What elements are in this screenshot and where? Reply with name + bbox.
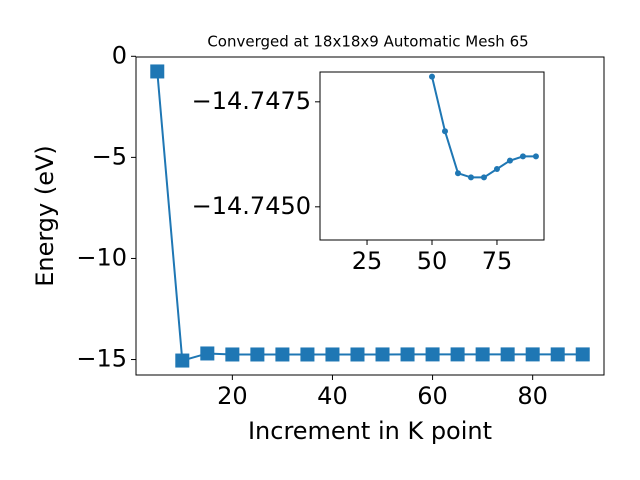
x-tick-label: 20 [217, 382, 248, 410]
marker [350, 347, 365, 362]
y-tick-label: −14.7450 [192, 192, 311, 220]
marker [454, 170, 461, 177]
marker [480, 174, 487, 181]
marker [519, 153, 526, 160]
marker [200, 346, 215, 361]
y-tick-label: −15 [76, 345, 127, 373]
marker [175, 353, 190, 368]
plot-area [429, 73, 539, 181]
marker [500, 347, 515, 362]
marker [467, 174, 474, 181]
x-tick-label: 80 [517, 382, 548, 410]
y-tick-label: 0 [112, 41, 127, 69]
marker [532, 153, 539, 160]
marker [450, 347, 465, 362]
x-tick-label: 50 [417, 247, 448, 275]
y-tick-label: −10 [76, 243, 127, 271]
marker [400, 347, 415, 362]
chart-title: Converged at 18x18x9 Automatic Mesh 65 [207, 33, 528, 51]
inset-axes: 25 50 75 −14.7475 −14.7450 [192, 71, 545, 275]
marker [275, 347, 290, 362]
marker [150, 64, 165, 79]
marker [506, 157, 513, 164]
marker [300, 347, 315, 362]
marker [425, 347, 440, 362]
x-tick-label: 25 [352, 247, 383, 275]
marker [441, 128, 448, 135]
marker [525, 347, 540, 362]
marker [325, 347, 340, 362]
x-tick-label: 40 [317, 382, 348, 410]
marker [250, 347, 265, 362]
plot-area [150, 64, 590, 368]
marker [475, 347, 490, 362]
marker [575, 347, 590, 362]
plot-frame [319, 71, 545, 241]
x-tick-label: 60 [417, 382, 448, 410]
marker [225, 347, 240, 362]
marker [375, 347, 390, 362]
marker [493, 166, 500, 173]
marker [429, 73, 435, 80]
x-tick-label: 75 [482, 247, 513, 275]
x-axis-label: Increment in K point [248, 417, 492, 445]
marker [550, 347, 565, 362]
y-tick-label: −5 [92, 142, 127, 170]
y-tick-label: −14.7475 [192, 87, 311, 115]
y-axis-label: Energy (eV) [31, 145, 59, 287]
